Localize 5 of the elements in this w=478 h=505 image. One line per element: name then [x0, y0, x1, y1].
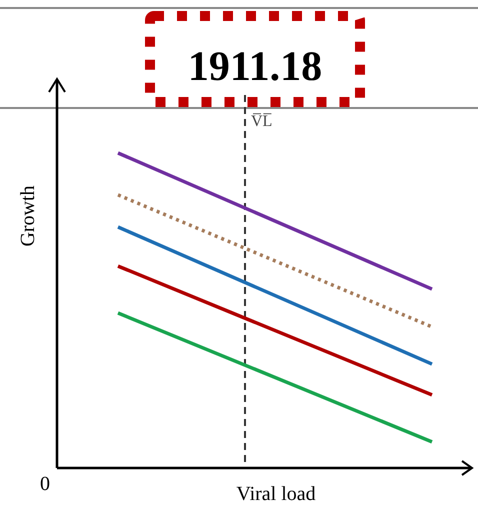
text: 0: [40, 473, 50, 495]
text: V̅L̅: [251, 112, 272, 130]
y-axis-title: Growth: [17, 185, 39, 247]
x-axis-title: Viral load: [236, 483, 316, 505]
text: 1911.18: [188, 44, 322, 90]
